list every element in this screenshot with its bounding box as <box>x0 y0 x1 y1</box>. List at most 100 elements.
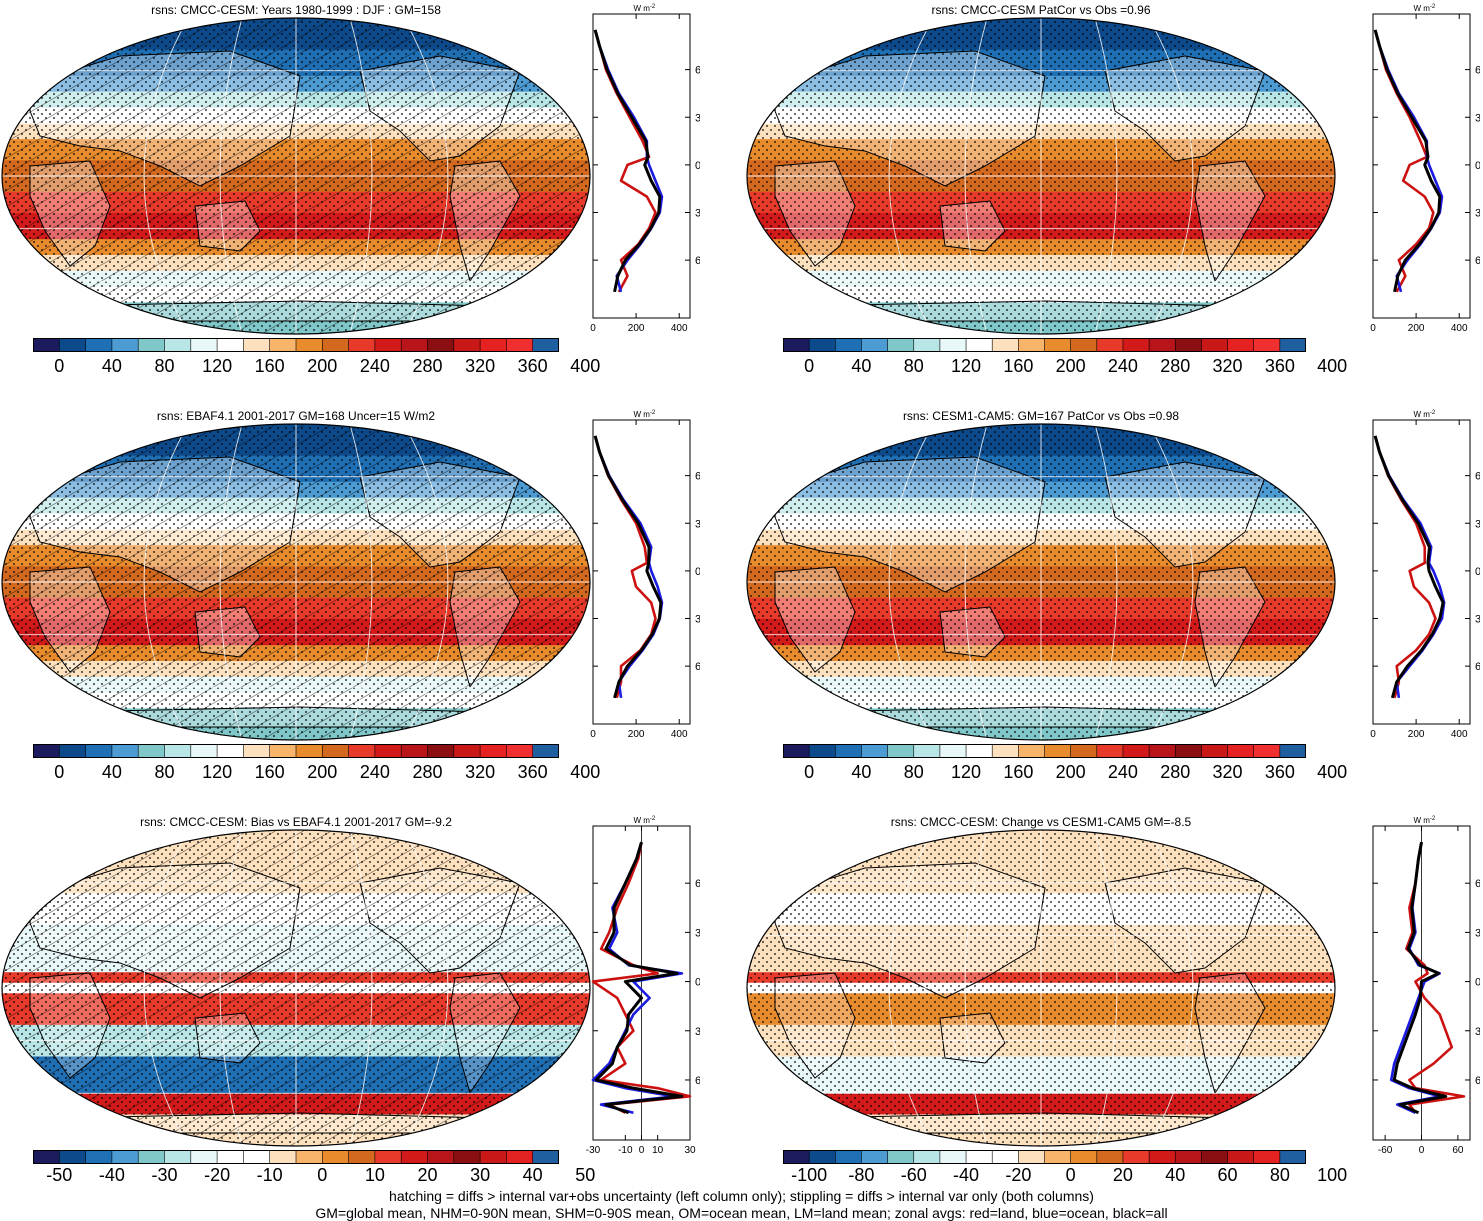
colorbar-swatch <box>965 1150 994 1164</box>
lat-tick-label: 30S <box>1475 208 1480 220</box>
lat-tick-label: 30S <box>695 1026 700 1038</box>
colorbar-swatch <box>137 1150 166 1164</box>
colorbar-tick: 400 <box>1317 762 1348 782</box>
footer-note-2: GM=global mean, NHM=0-90N mean, SHM=0-90… <box>315 1205 1168 1221</box>
x-tick-label: 200 <box>628 729 645 740</box>
colorbar-swatch <box>861 1150 889 1164</box>
graticule <box>747 18 1335 334</box>
colorbar-swatch <box>1253 1150 1281 1164</box>
colorbar-swatch <box>887 744 915 758</box>
colorbar-swatch <box>913 744 941 758</box>
colorbar <box>783 1150 1306 1164</box>
lat-tick-label: 0 <box>695 160 700 172</box>
graticule <box>2 18 590 334</box>
graticule-meridian <box>1148 18 1194 334</box>
colorbar-tick: -20 <box>1005 1165 1032 1185</box>
graticule-meridian <box>219 830 243 1146</box>
colorbar-swatch <box>427 1150 455 1164</box>
colorbar-tick: 200 <box>307 762 338 782</box>
colorbar-swatch <box>295 338 324 352</box>
colorbar-swatch <box>1122 338 1150 352</box>
colorbar-swatch <box>783 338 810 352</box>
map-fill <box>2 424 590 740</box>
colorbar-tick: 360 <box>517 762 548 782</box>
x-tick-label: 400 <box>1451 323 1468 334</box>
colorbar-swatch <box>190 1150 218 1164</box>
x-tick-label: 200 <box>628 323 645 334</box>
colorbar-swatch <box>453 338 481 352</box>
world-map <box>746 829 1336 1147</box>
colorbar-swatch <box>216 338 245 352</box>
colorbar-swatch <box>33 338 61 352</box>
panel-cesm1-cam5: rsns: CESM1-CAM5: GM=167 PatCor vs Obs =… <box>745 406 1483 796</box>
zonal-series-line <box>593 435 663 699</box>
world-map <box>1 17 591 335</box>
colorbar-swatch <box>348 744 376 758</box>
lat-tick-label: 60N <box>695 471 700 483</box>
zonal-series-line <box>1392 841 1448 1115</box>
colorbar-swatch <box>137 338 166 352</box>
panel-ebaf-observations: rsns: EBAF4.1 2001-2017 GM=168 Uncer=15 … <box>0 406 700 796</box>
colorbar-tick: -30 <box>151 1165 178 1185</box>
colorbar-tick: 280 <box>1160 356 1191 376</box>
map-title: rsns: CMCC-CESM: Bias vs EBAF4.1 2001-20… <box>140 815 452 829</box>
colorbar-tick: -40 <box>953 1165 980 1185</box>
graticule-meridian <box>219 18 243 334</box>
x-tick-label: -10 <box>618 1145 633 1156</box>
map-title: rsns: CMCC-CESM PatCor vs Obs =0.96 <box>931 3 1151 17</box>
lat-tick-label: 0 <box>1475 160 1480 172</box>
colorbar-tick: 320 <box>465 356 496 376</box>
colorbar-tick: 30 <box>470 1165 491 1185</box>
world-map <box>1 423 591 741</box>
graticule-meridian <box>403 830 449 1146</box>
zonal-mean-plot: W m-2 0 200 400 60N 30N 0 30S 60S <box>1370 4 1480 334</box>
colorbar-tick: 120 <box>202 762 233 782</box>
x-tick-label: 0 <box>1419 1145 1425 1156</box>
zonal-unit-label: W m-2 <box>1414 816 1436 825</box>
colorbar-tick: 240 <box>359 356 390 376</box>
zonal-mean-plot: W m-2 -60 0 60 60N 30N 0 30S 60S <box>1372 816 1480 1156</box>
colorbar-swatch <box>1201 338 1229 352</box>
colorbar-tick: 360 <box>517 356 548 376</box>
lat-tick-label: 30N <box>1475 112 1480 124</box>
map-border <box>1 829 591 1147</box>
lat-tick-label: 60S <box>695 661 700 673</box>
colorbar-tick: 240 <box>1107 356 1138 376</box>
colorbar-swatch <box>861 744 889 758</box>
x-tick-label: 0 <box>590 323 596 334</box>
colorbar-tick: 20 <box>1112 1165 1133 1185</box>
world-map <box>1 829 591 1147</box>
colorbar-tick: -50 <box>46 1165 73 1185</box>
colorbar-swatch <box>453 1150 481 1164</box>
footer-note-1: hatching = diffs > internal var+obs unce… <box>389 1188 1094 1204</box>
colorbar-swatch <box>295 1150 324 1164</box>
lat-tick-label: 30N <box>695 927 700 939</box>
colorbar-swatch <box>85 338 113 352</box>
colorbar-tick: 80 <box>903 762 924 782</box>
graticule-meridian <box>964 18 988 334</box>
colorbar-swatch <box>400 338 429 352</box>
colorbar-tick: -10 <box>256 1165 283 1185</box>
colorbar-tick-labels: 0 40 80 120 160 200 240 280 320 360 400 <box>783 356 1347 378</box>
colorbar-tick: 320 <box>465 762 496 782</box>
colorbar-swatch <box>374 338 402 352</box>
colorbar-tick: 60 <box>1217 1165 1238 1185</box>
colorbar-swatch <box>1174 1150 1203 1164</box>
graticule-meridian <box>349 18 373 334</box>
colorbar-tick: -40 <box>98 1165 125 1185</box>
lat-tick-label: 60S <box>695 1075 700 1087</box>
zonal-unit-label: W m-2 <box>1414 4 1436 13</box>
colorbar-swatch <box>85 744 113 758</box>
colorbar-tick: 100 <box>1317 1165 1348 1185</box>
colorbar-tick: -20 <box>204 1165 231 1185</box>
colorbar-swatch <box>295 744 324 758</box>
colorbar-swatch <box>164 744 192 758</box>
map-title: rsns: EBAF4.1 2001-2017 GM=168 Uncer=15 … <box>156 409 436 423</box>
colorbar-tick: 0 <box>1065 1165 1076 1185</box>
colorbar-tick: 240 <box>1107 762 1138 782</box>
colorbar-swatch <box>532 338 559 352</box>
graticule-meridian <box>143 424 189 740</box>
colorbar-swatch <box>1227 744 1255 758</box>
colorbar-swatch <box>1174 744 1203 758</box>
colorbar-swatch <box>834 1150 863 1164</box>
